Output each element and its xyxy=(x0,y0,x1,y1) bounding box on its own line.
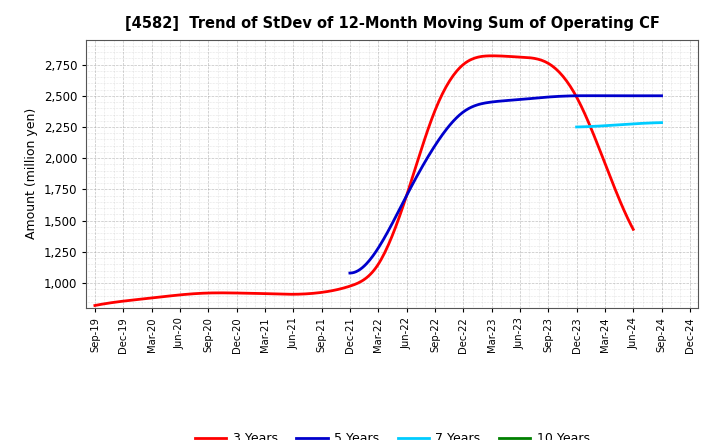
5 Years xyxy=(536,95,545,100)
3 Years xyxy=(488,53,497,59)
7 Years xyxy=(623,121,631,127)
3 Years xyxy=(580,111,589,116)
7 Years xyxy=(657,120,666,125)
5 Years xyxy=(530,95,539,101)
3 Years xyxy=(409,171,418,176)
7 Years xyxy=(572,125,581,130)
7 Years xyxy=(649,120,658,125)
Y-axis label: Amount (million yen): Amount (million yen) xyxy=(25,108,38,239)
3 Years xyxy=(546,62,554,67)
3 Years xyxy=(411,165,420,171)
7 Years xyxy=(644,121,652,126)
5 Years xyxy=(629,93,638,99)
5 Years xyxy=(346,270,355,275)
5 Years xyxy=(657,93,666,99)
5 Years xyxy=(531,95,540,101)
7 Years xyxy=(572,125,581,130)
5 Years xyxy=(583,93,592,99)
Legend: 3 Years, 5 Years, 7 Years, 10 Years: 3 Years, 5 Years, 7 Years, 10 Years xyxy=(190,427,595,440)
Line: 3 Years: 3 Years xyxy=(95,56,633,305)
5 Years xyxy=(346,271,354,276)
Line: 5 Years: 5 Years xyxy=(350,96,662,273)
7 Years xyxy=(623,121,631,127)
3 Years xyxy=(629,227,637,232)
3 Years xyxy=(420,137,428,143)
5 Years xyxy=(609,93,618,99)
Line: 7 Years: 7 Years xyxy=(577,123,662,127)
3 Years xyxy=(92,303,101,308)
7 Years xyxy=(624,121,633,127)
3 Years xyxy=(91,303,99,308)
Title: [4582]  Trend of StDev of 12-Month Moving Sum of Operating CF: [4582] Trend of StDev of 12-Month Moving… xyxy=(125,16,660,32)
